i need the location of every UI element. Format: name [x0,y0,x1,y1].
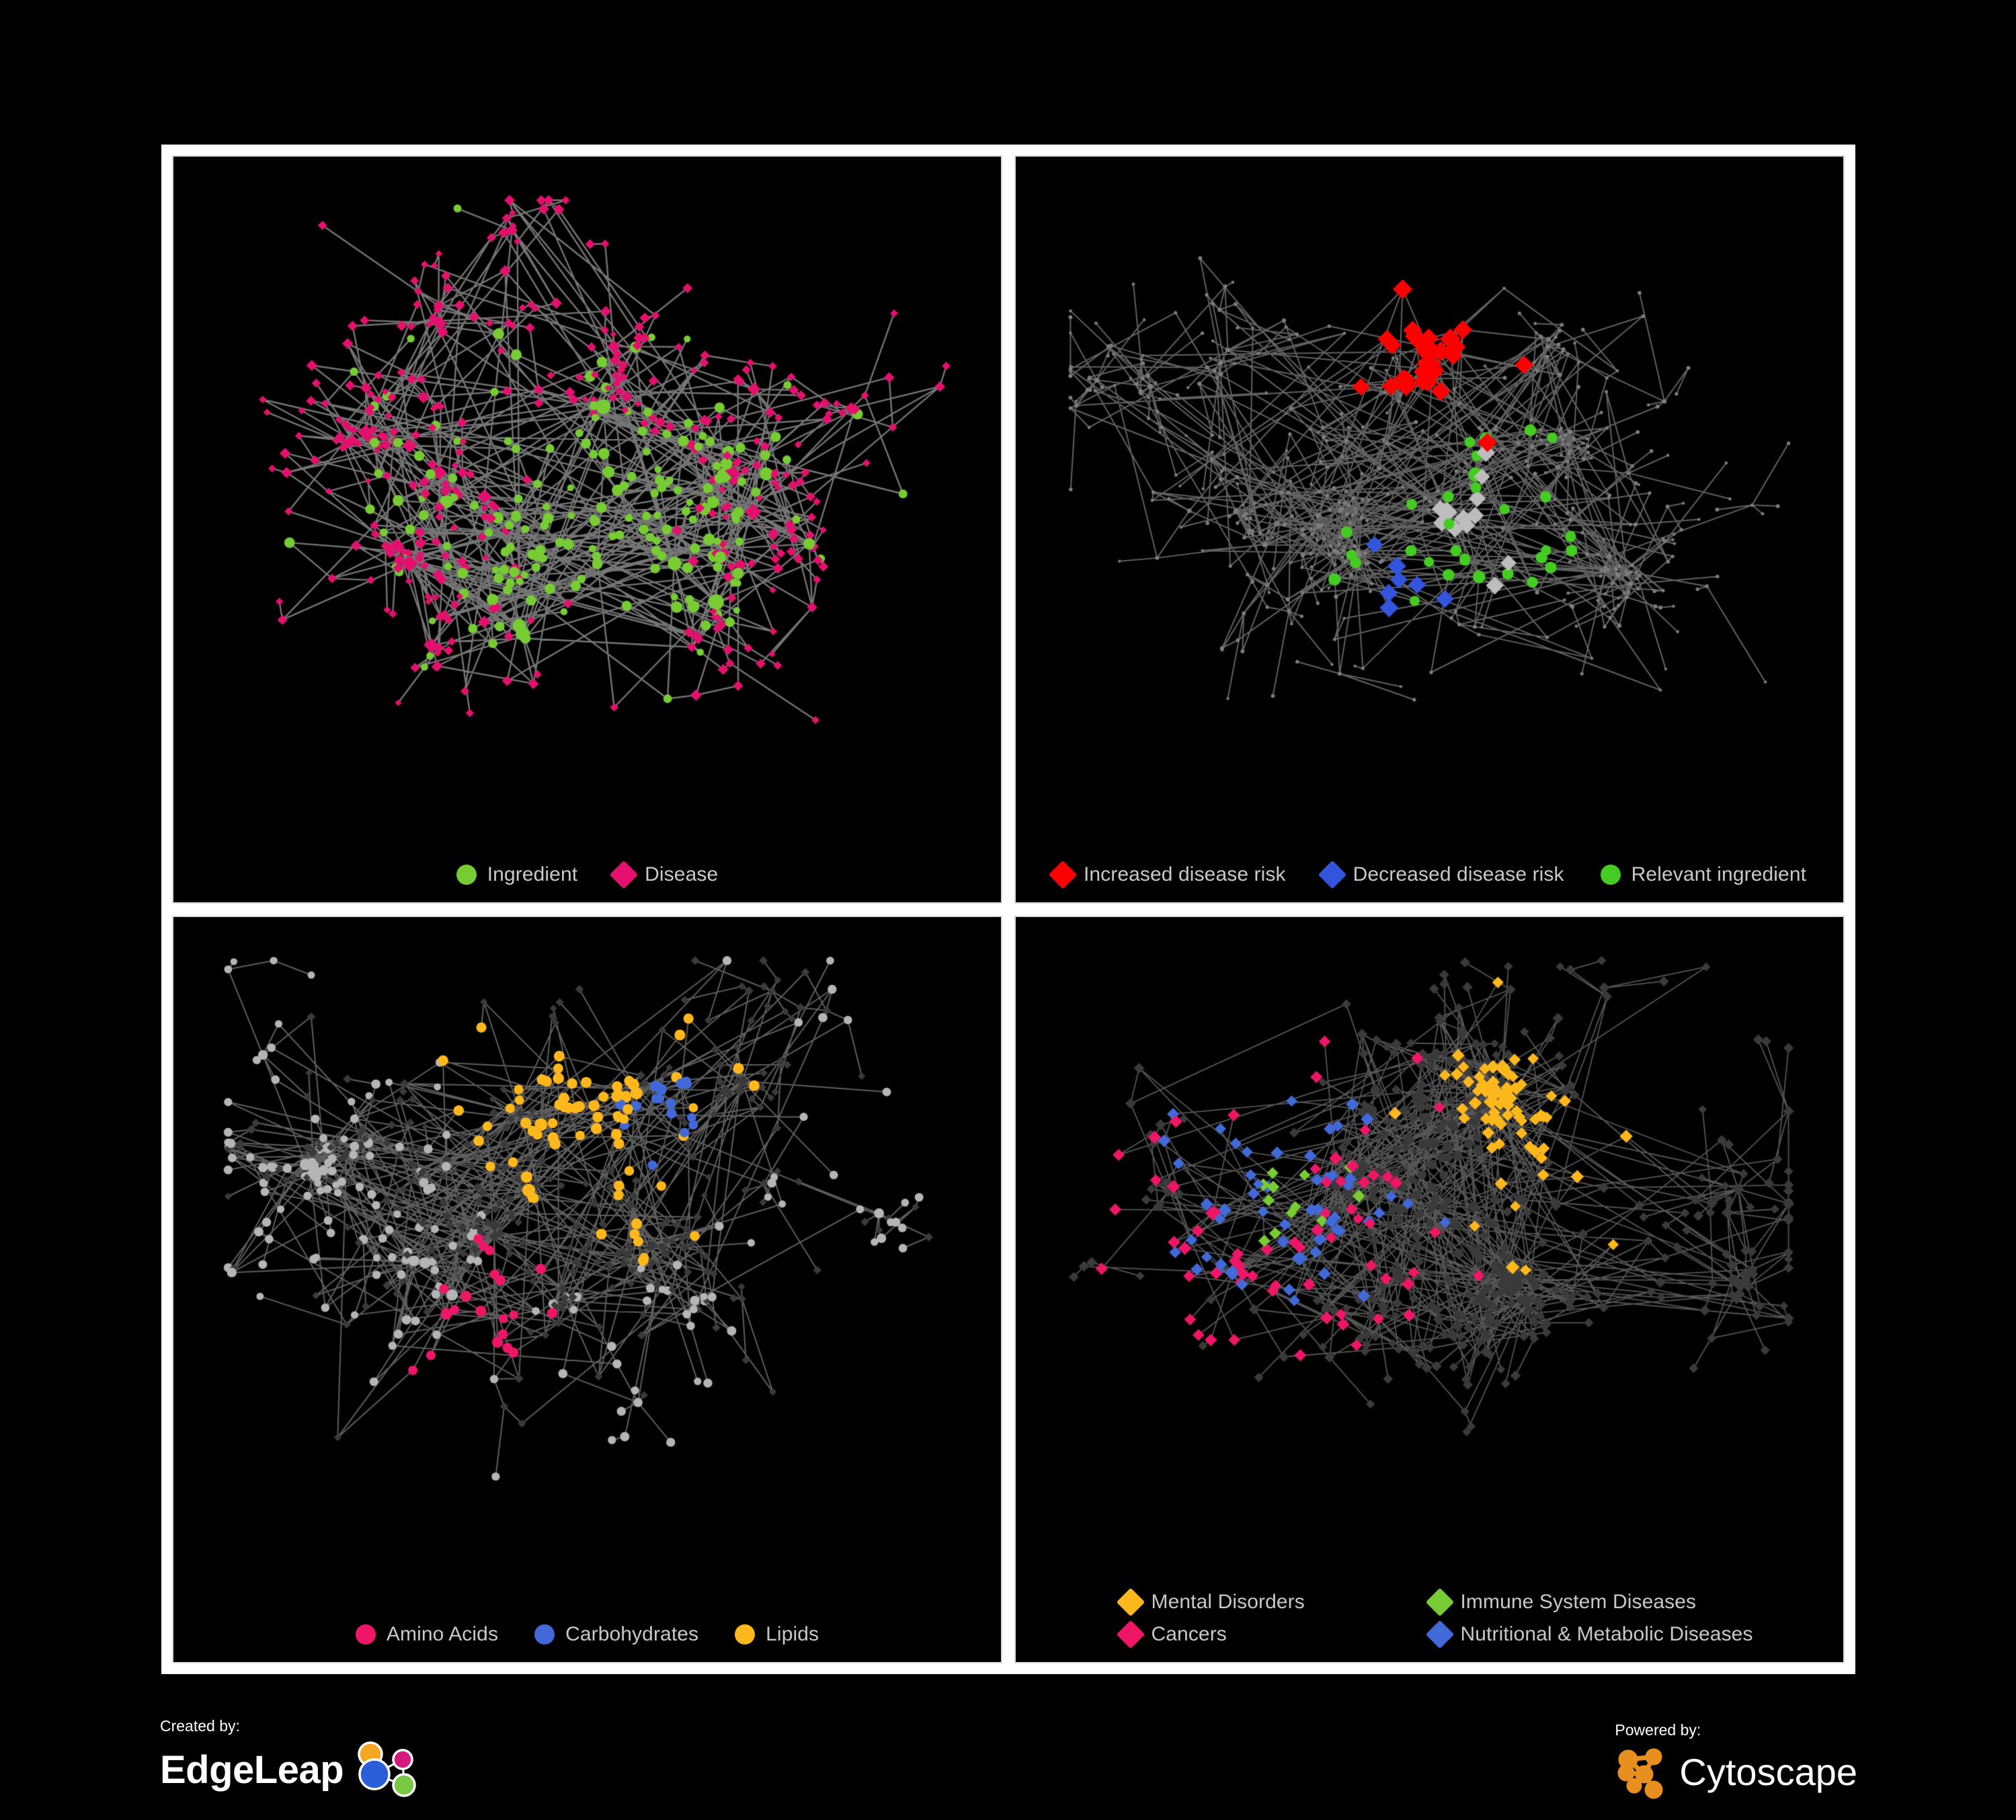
legend-disease-class: Mental Disorders Immune System Diseases … [1094,1587,1766,1649]
brand-kicker: Created by: [160,1717,240,1735]
legend-item[interactable]: Immune System Diseases [1425,1587,1739,1617]
legend-label: Immune System Diseases [1460,1591,1697,1613]
legend-item[interactable]: Nutritional & Metabolic Diseases [1425,1620,1752,1649]
legend-label: Cancers [1151,1623,1227,1645]
legend-item[interactable]: Disease [609,860,719,889]
legend-nutrient-class: Amino Acids Carbohydrates Lipids [173,1624,1001,1645]
brand-kicker: Powered by: [1615,1721,1701,1739]
legend-item[interactable]: Mental Disorders [1116,1587,1430,1617]
legend-label: Lipids [766,1623,819,1645]
legend-label: Mental Disorders [1151,1591,1305,1613]
legend-ingredient-disease: Ingredient Disease [173,860,1001,889]
legend-item[interactable]: Lipids [735,1624,819,1645]
legend-item[interactable]: Carbohydrates [534,1624,698,1645]
brand-created-by[interactable]: Created by: EdgeLeap [160,1718,424,1801]
cytoscape-wordmark: Cytoscape [1679,1751,1857,1793]
legend-label: Ingredient [487,863,578,885]
legend-item[interactable]: Amino Acids [355,1623,499,1645]
legend-item[interactable]: Cancers [1116,1620,1430,1649]
network-canvas-nutrient-class[interactable] [173,916,1001,1662]
legend-label: Decreased disease risk [1353,863,1564,885]
legend-label: Nutritional & Metabolic Diseases [1460,1623,1753,1645]
brand-powered-by[interactable]: Powered by: Cytoscape [1615,1723,1857,1801]
panel-ingredient-disease[interactable]: Ingredient Disease [172,155,1002,904]
diamond-icon [1048,860,1078,889]
network-canvas-disease-class[interactable] [1016,916,1843,1662]
legend-label: Relevant ingredient [1631,863,1807,885]
circle-icon [534,1624,555,1645]
diamond-icon [609,860,639,889]
circle-icon [456,864,477,885]
cytoscape-logo: Cytoscape [1615,1743,1857,1801]
legend-label: Carbohydrates [565,1623,699,1645]
circle-icon [355,1624,376,1645]
legend-label: Increased disease risk [1083,863,1286,885]
legend-label: Disease [645,863,719,885]
panel-disease-class[interactable]: Mental Disorders Immune System Diseases … [1014,915,1845,1663]
diamond-icon [1116,1620,1145,1649]
diamond-icon [1425,1587,1454,1617]
cytoscape-network-icon [1617,1748,1663,1799]
circle-icon [735,1624,756,1645]
diamond-icon [1425,1620,1454,1649]
network-canvas-disease-risk[interactable] [1016,157,1843,902]
diamond-icon [1318,860,1346,889]
legend-item[interactable]: Decreased disease risk [1318,860,1564,889]
network-canvas-ingredient-disease[interactable] [173,157,1001,902]
diamond-icon [1116,1587,1145,1617]
legend-item[interactable]: Relevant ingredient [1600,863,1807,885]
edgeleap-network-icon [358,1741,416,1797]
panel-grid: Ingredient Disease Increased disease ris… [161,145,1855,1674]
panel-disease-risk[interactable]: Increased disease risk Decreased disease… [1014,155,1845,904]
edgeleap-wordmark: EdgeLeap [160,1748,344,1792]
legend-disease-risk: Increased disease risk Decreased disease… [1016,860,1843,889]
legend-label: Amino Acids [386,1623,499,1645]
legend-item[interactable]: Ingredient [456,863,578,885]
legend-item[interactable]: Increased disease risk [1048,860,1286,889]
panel-nutrient-class[interactable]: Amino Acids Carbohydrates Lipids [172,915,1002,1663]
circle-icon [1600,864,1621,885]
edgeleap-logo: EdgeLeap [160,1739,424,1801]
